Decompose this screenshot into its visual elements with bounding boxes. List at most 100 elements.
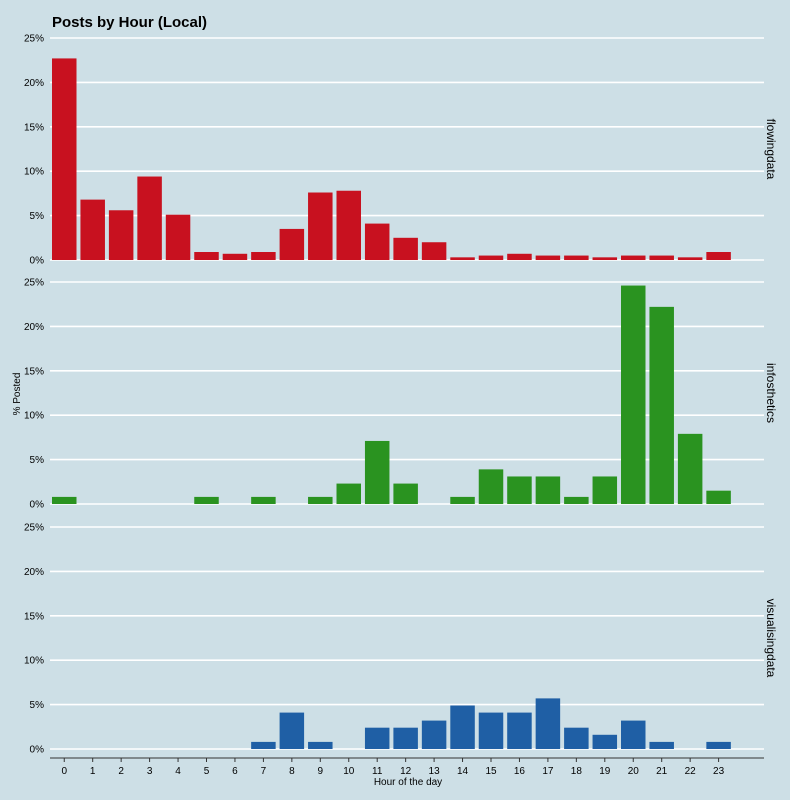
bar-flowingdata-23 [706, 252, 731, 260]
bar-flowingdata-8 [279, 228, 305, 260]
bar-visualisingdata-17 [535, 698, 561, 749]
bar-flowingdata-0 [52, 58, 77, 261]
bar-flowingdata-3 [137, 176, 162, 260]
bar-infosthetics-19 [592, 476, 618, 504]
y-tick-label: 25% [24, 278, 44, 289]
bar-infosthetics-16 [507, 476, 532, 504]
x-tick-label: 11 [372, 766, 383, 777]
bar-visualisingdata-13 [421, 720, 447, 749]
bar-flowingdata-15 [478, 255, 504, 260]
bar-flowingdata-12 [393, 237, 418, 260]
bar-infosthetics-22 [677, 433, 703, 504]
x-tick-label: 23 [713, 766, 725, 777]
panels: 0% 5% 10% 15% 20% 25% flowingdata 0% 5% 10% 15% 20%… [24, 34, 778, 756]
y-tick-label: 10% [24, 656, 44, 667]
panel-flowingdata: 0% 5% 10% 15% 20% 25% flowingdata [24, 34, 778, 267]
x-tick-label: 13 [429, 766, 441, 777]
y-tick-label: 25% [24, 523, 44, 534]
bar-flowingdata-4 [165, 214, 191, 260]
bar-flowingdata-22 [677, 257, 703, 260]
bar-infosthetics-23 [706, 490, 731, 504]
bar-flowingdata-20 [621, 255, 646, 260]
bar-visualisingdata-9 [308, 741, 333, 749]
bar-infosthetics-17 [535, 476, 561, 504]
x-tick-label: 7 [261, 766, 267, 777]
x-tick-label: 4 [175, 766, 181, 777]
bar-visualisingdata-14 [450, 705, 475, 749]
bar-flowingdata-9 [308, 192, 333, 260]
bar-infosthetics-7 [251, 496, 276, 504]
x-tick-label: 8 [289, 766, 295, 777]
y-axis-label: % Posted [12, 373, 23, 416]
bar-infosthetics-9 [308, 496, 333, 504]
bar-visualisingdata-15 [478, 712, 504, 749]
bar-infosthetics-21 [649, 306, 674, 504]
y-tick-label: 5% [30, 700, 45, 711]
x-tick-label: 19 [599, 766, 611, 777]
x-tick-label: 15 [485, 766, 497, 777]
chart-title: Posts by Hour (Local) [52, 14, 207, 31]
bar-flowingdata-10 [336, 190, 361, 260]
y-tick-label: 20% [24, 567, 44, 578]
bar-visualisingdata-20 [621, 720, 646, 749]
bar-visualisingdata-8 [279, 712, 305, 749]
x-tick-label: 20 [628, 766, 640, 777]
y-tick-label: 20% [24, 78, 44, 89]
panel-visualisingdata: 0% 5% 10% 15% 20% 25% visualisingdata [24, 523, 778, 756]
x-tick-label: 14 [457, 766, 469, 777]
bar-infosthetics-14 [450, 496, 475, 504]
x-tick-label: 22 [685, 766, 697, 777]
panel-strip-label: flowingdata [764, 119, 778, 180]
bar-flowingdata-13 [421, 242, 447, 260]
bar-infosthetics-18 [564, 496, 589, 504]
bar-infosthetics-15 [478, 469, 504, 504]
y-tick-label: 5% [30, 211, 45, 222]
y-tick-label: 25% [24, 34, 44, 45]
x-tick-label: 0 [61, 766, 67, 777]
x-tick-label: 16 [514, 766, 526, 777]
bar-flowingdata-1 [80, 199, 105, 260]
bar-flowingdata-2 [108, 210, 134, 260]
y-tick-label: 0% [30, 500, 45, 511]
x-tick-label: 3 [147, 766, 153, 777]
y-tick-label: 5% [30, 455, 45, 466]
bar-visualisingdata-19 [592, 734, 618, 749]
bar-infosthetics-10 [336, 483, 361, 504]
bar-visualisingdata-7 [251, 741, 276, 749]
bar-flowingdata-21 [649, 255, 674, 260]
y-tick-label: 10% [24, 167, 44, 178]
panel-strip-label: visualisingdata [764, 599, 778, 678]
y-tick-label: 20% [24, 322, 44, 333]
bar-visualisingdata-18 [564, 727, 589, 749]
x-tick-label: 10 [343, 766, 355, 777]
bar-flowingdata-16 [507, 253, 532, 260]
bar-flowingdata-7 [251, 252, 276, 260]
bar-infosthetics-0 [52, 496, 77, 504]
bar-flowingdata-17 [535, 255, 561, 260]
bar-flowingdata-14 [450, 257, 475, 260]
x-tick-label: 9 [318, 766, 324, 777]
x-tick-label: 21 [656, 766, 668, 777]
y-tick-label: 15% [24, 122, 44, 133]
x-tick-label: 5 [204, 766, 210, 777]
bar-infosthetics-11 [364, 440, 390, 504]
bar-flowingdata-11 [364, 223, 390, 260]
bar-infosthetics-20 [621, 285, 646, 504]
bar-flowingdata-18 [564, 255, 589, 260]
y-tick-label: 15% [24, 611, 44, 622]
x-tick-label: 12 [400, 766, 412, 777]
bar-infosthetics-12 [393, 483, 418, 504]
x-tick-label: 2 [118, 766, 124, 777]
bar-flowingdata-5 [194, 252, 219, 260]
bar-visualisingdata-16 [507, 712, 532, 749]
panel-infosthetics: 0% 5% 10% 15% 20% 25% infosthetics [24, 278, 778, 511]
bar-visualisingdata-21 [649, 741, 674, 749]
x-tick-label: 17 [542, 766, 554, 777]
y-tick-label: 10% [24, 411, 44, 422]
bar-visualisingdata-11 [364, 727, 390, 749]
bar-flowingdata-6 [222, 253, 248, 260]
x-axis-label: Hour of the day [374, 777, 442, 788]
y-tick-label: 0% [30, 256, 45, 267]
y-tick-label: 15% [24, 366, 44, 377]
